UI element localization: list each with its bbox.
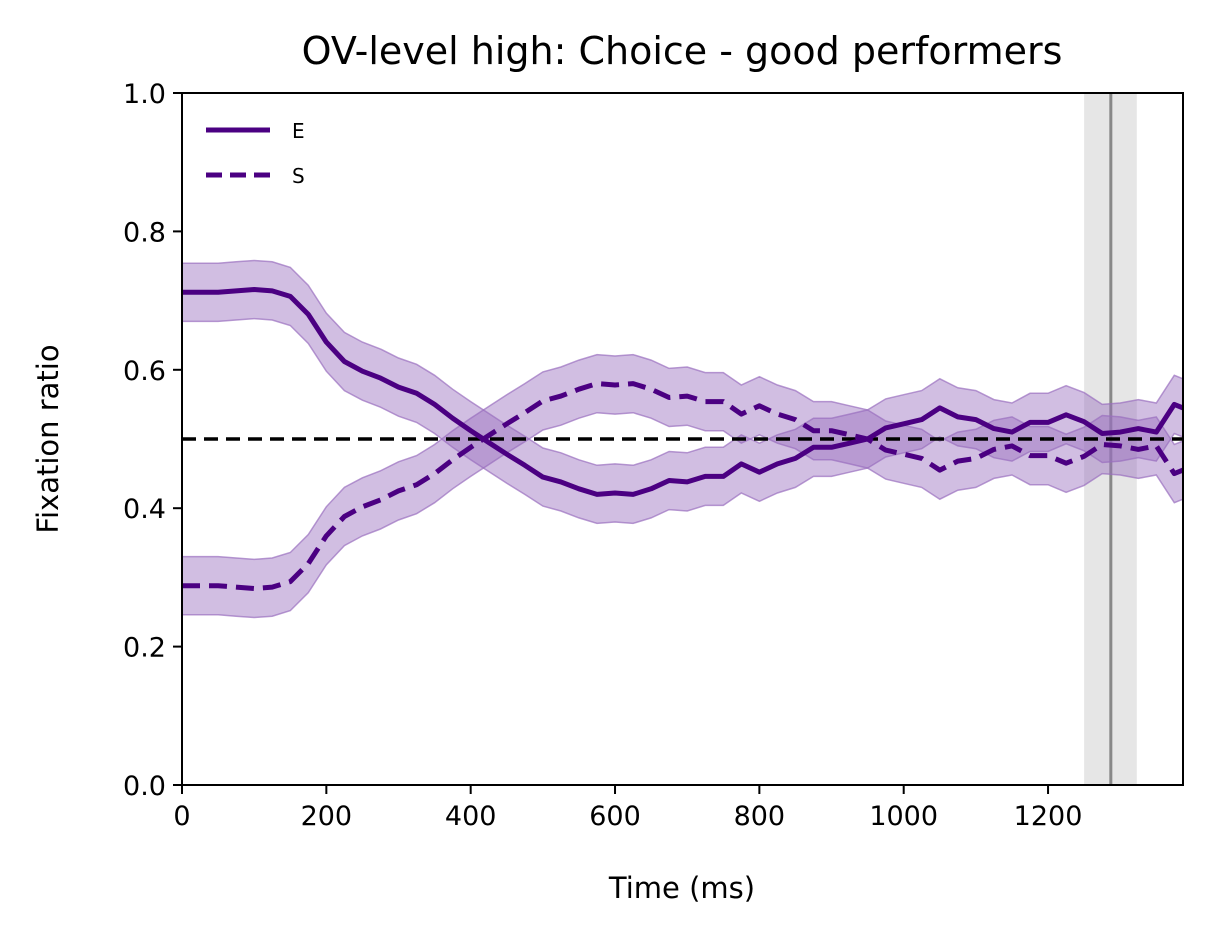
series-lines bbox=[182, 287, 1183, 591]
y-tick-label: 0.0 bbox=[123, 771, 166, 802]
y-tick-label: 0.2 bbox=[123, 633, 166, 664]
plot-frame bbox=[181, 92, 1184, 786]
y-tick-label: 0.6 bbox=[123, 356, 166, 387]
y-tick-label: 0.8 bbox=[123, 217, 166, 248]
y-tick-label: 0.4 bbox=[123, 494, 166, 525]
series-line-e bbox=[182, 287, 1183, 497]
chart-title: OV-level high: Choice - good performers bbox=[302, 29, 1063, 73]
x-tick-label: 200 bbox=[301, 801, 353, 832]
band-e bbox=[182, 259, 1183, 525]
legend: ES bbox=[206, 119, 305, 188]
legend-label-e: E bbox=[292, 119, 305, 143]
x-axis-label: Time (ms) bbox=[608, 871, 755, 905]
x-axis: 0 200 400 600 800 1000 1200 bbox=[173, 785, 1082, 832]
x-tick-label: 800 bbox=[734, 801, 786, 832]
series-line-s bbox=[182, 381, 1183, 591]
x-tick-label: 1200 bbox=[1014, 801, 1083, 832]
legend-label-s: S bbox=[292, 164, 305, 188]
x-tick-label: 600 bbox=[589, 801, 641, 832]
x-tick-label: 1000 bbox=[869, 801, 938, 832]
x-tick-label: 400 bbox=[445, 801, 497, 832]
y-axis-label: Fixation ratio bbox=[31, 344, 65, 533]
confidence-bands bbox=[182, 259, 1183, 619]
plot-area bbox=[182, 93, 1183, 785]
x-tick-label: 0 bbox=[173, 801, 190, 832]
y-tick-label: 1.0 bbox=[123, 79, 166, 110]
y-axis: 0.0 0.2 0.4 0.6 0.8 1.0 bbox=[123, 79, 182, 802]
